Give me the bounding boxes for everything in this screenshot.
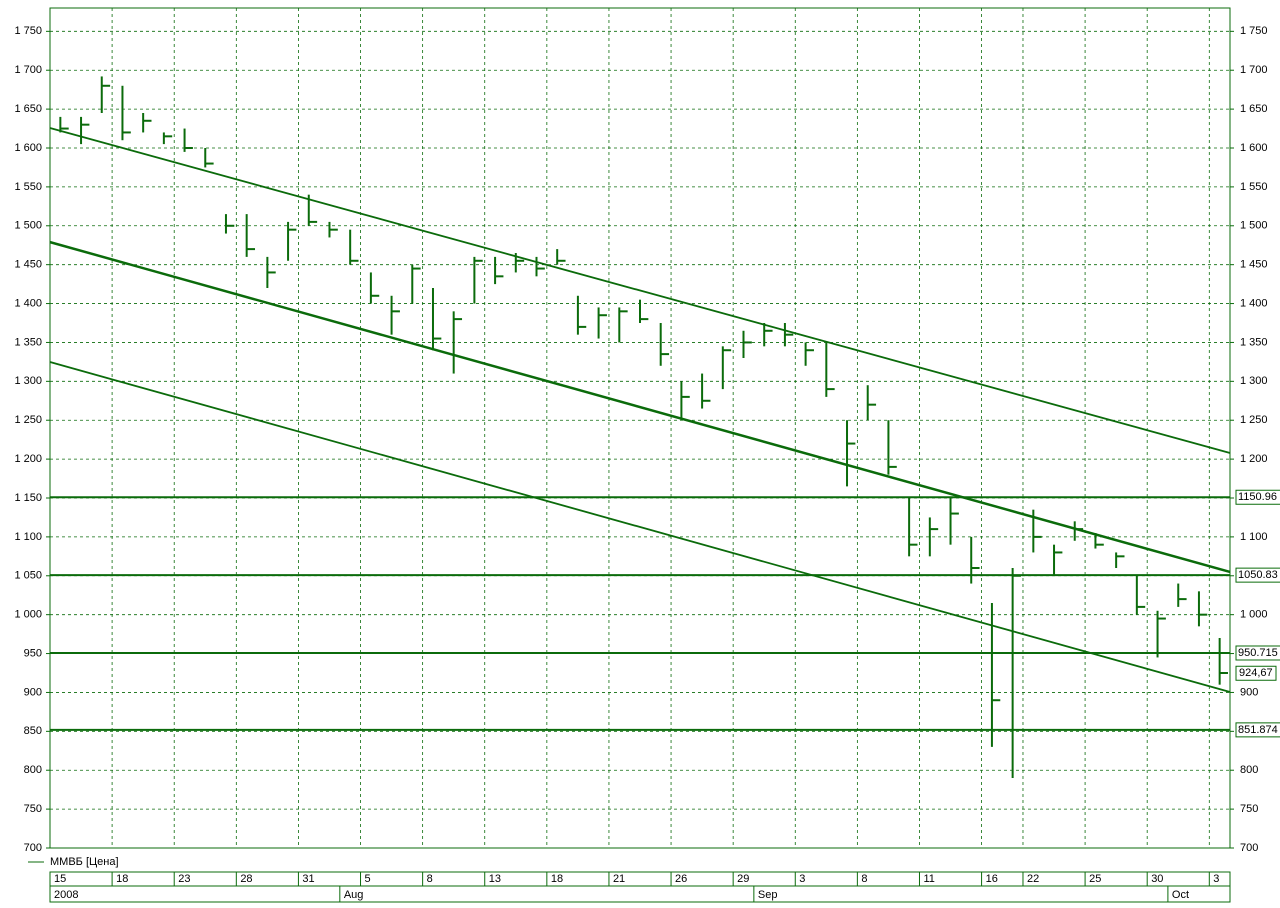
x-tick-label: 28 bbox=[240, 873, 252, 885]
x-tick-label: 23 bbox=[178, 873, 190, 885]
y2-tick-label: 1 200 bbox=[1240, 453, 1268, 465]
x-tick-label: 11 bbox=[923, 873, 934, 885]
x-tick-label: 26 bbox=[675, 873, 687, 885]
y-tick-label: 1 150 bbox=[14, 492, 42, 504]
y-tick-label: 850 bbox=[24, 725, 42, 737]
y-tick-label: 950 bbox=[24, 647, 42, 659]
y2-tick-label: 700 bbox=[1240, 842, 1258, 854]
level-label: 1050.83 bbox=[1238, 569, 1278, 581]
x-tick-label: 30 bbox=[1151, 873, 1163, 885]
y2-tick-label: 800 bbox=[1240, 764, 1258, 776]
level-label-box bbox=[1235, 645, 1280, 661]
x-tick-label: 25 bbox=[1089, 873, 1101, 885]
y-tick-label: 1 600 bbox=[14, 142, 42, 154]
y-tick-label: 1 350 bbox=[14, 336, 42, 348]
x-tick-label: 29 bbox=[737, 873, 749, 885]
x-tick-label: 15 bbox=[54, 873, 66, 885]
period-label: Sep bbox=[758, 889, 778, 901]
period-label: Aug bbox=[344, 889, 364, 901]
last-price-label: 924,67 bbox=[1239, 667, 1273, 679]
y-tick-label: 800 bbox=[24, 764, 42, 776]
last-price-box bbox=[1235, 665, 1277, 681]
y-tick-label: 1 200 bbox=[14, 453, 42, 465]
y-tick-label: 900 bbox=[24, 686, 42, 698]
y-tick-label: 700 bbox=[24, 842, 42, 854]
y-tick-label: 1 000 bbox=[14, 609, 42, 621]
level-label: 851.874 bbox=[1238, 724, 1278, 736]
trend-line bbox=[49, 127, 1231, 454]
y2-tick-label: 1 000 bbox=[1240, 609, 1268, 621]
y-tick-label: 1 500 bbox=[14, 220, 42, 232]
x-tick-label: 16 bbox=[986, 873, 998, 885]
trend-line bbox=[49, 361, 1231, 693]
y2-tick-label: 1 250 bbox=[1240, 414, 1268, 426]
y2-tick-label: 1 750 bbox=[1240, 25, 1268, 37]
x-tick-label: 3 bbox=[799, 873, 805, 885]
y2-tick-label: 900 bbox=[1240, 686, 1258, 698]
y2-tick-label: 1 700 bbox=[1240, 64, 1268, 76]
level-label-box bbox=[1235, 489, 1280, 505]
y-tick-label: 750 bbox=[24, 803, 42, 815]
y-tick-label: 1 550 bbox=[14, 181, 42, 193]
x-tick-label: 18 bbox=[116, 873, 128, 885]
x-tick-label: 8 bbox=[427, 873, 433, 885]
y-tick-label: 1 050 bbox=[14, 570, 42, 582]
x-tick-label: 5 bbox=[365, 873, 371, 885]
y-tick-label: 1 400 bbox=[14, 297, 42, 309]
legend-label: ММВБ [Цена] bbox=[50, 856, 119, 868]
y2-tick-label: 1 300 bbox=[1240, 375, 1268, 387]
y2-tick-label: 1 400 bbox=[1240, 297, 1268, 309]
x-tick-label: 8 bbox=[861, 873, 867, 885]
level-label: 1150.96 bbox=[1238, 491, 1277, 503]
y2-tick-label: 1 550 bbox=[1240, 181, 1268, 193]
y2-tick-label: 1 350 bbox=[1240, 336, 1268, 348]
x-tick-label: 3 bbox=[1213, 873, 1219, 885]
y2-tick-label: 1 100 bbox=[1240, 531, 1268, 543]
y-tick-label: 1 750 bbox=[14, 25, 42, 37]
y-tick-label: 1 650 bbox=[14, 103, 42, 115]
y-tick-label: 1 450 bbox=[14, 259, 42, 271]
x-tick-label: 18 bbox=[551, 873, 563, 885]
y2-tick-label: 1 500 bbox=[1240, 220, 1268, 232]
x-tick-label: 21 bbox=[613, 873, 625, 885]
level-label: 950.715 bbox=[1238, 647, 1278, 659]
x-tick-label: 13 bbox=[489, 873, 501, 885]
y-tick-label: 1 100 bbox=[14, 531, 42, 543]
plot-frame bbox=[49, 7, 1231, 849]
period-label: Oct bbox=[1172, 889, 1189, 901]
y-tick-label: 1 300 bbox=[14, 375, 42, 387]
level-label-box bbox=[1235, 722, 1280, 738]
level-label-box bbox=[1235, 567, 1280, 583]
y2-tick-label: 1 450 bbox=[1240, 259, 1268, 271]
x-tick-label: 31 bbox=[302, 873, 314, 885]
x-tick-label: 22 bbox=[1027, 873, 1039, 885]
y2-tick-label: 1 600 bbox=[1240, 142, 1268, 154]
y2-tick-label: 750 bbox=[1240, 803, 1258, 815]
y-tick-label: 1 250 bbox=[14, 414, 42, 426]
period-label: 2008 bbox=[54, 889, 78, 901]
y2-tick-label: 1 650 bbox=[1240, 103, 1268, 115]
y-tick-label: 1 700 bbox=[14, 64, 42, 76]
